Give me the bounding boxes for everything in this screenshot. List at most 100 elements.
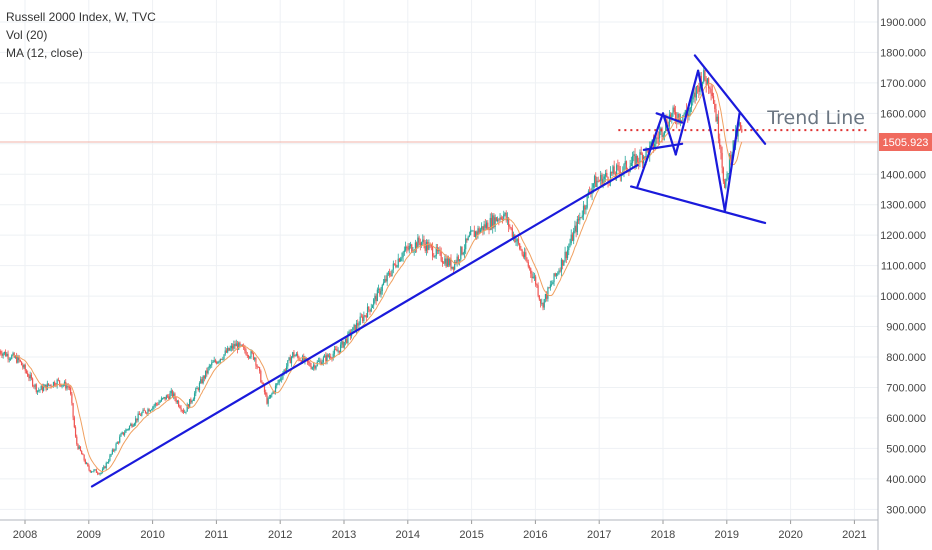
candle-body [81,450,83,455]
candles [0,67,743,476]
candle-body [160,398,163,402]
trendline[interactable] [693,54,767,145]
candle-body [321,362,323,365]
candle-body [234,344,236,347]
y-tick-label: 700.000 [886,382,926,394]
candle-body [266,394,268,404]
candle-body [398,258,401,262]
candle-body [706,78,709,86]
trend-line-label[interactable]: Trend Line [766,107,865,129]
candle-body [433,256,435,258]
trendline[interactable] [696,69,714,142]
candle-body [57,379,59,381]
candle-body [11,355,13,359]
candle-body [717,116,720,139]
candle-body [77,444,79,449]
trendline[interactable] [90,164,639,488]
candle-body [87,463,89,467]
candle-body [325,355,327,362]
trendline[interactable] [655,112,684,124]
candle-body [114,449,116,451]
candle-body [209,365,212,367]
candle-body [553,273,555,283]
candle-body [471,230,473,232]
candle-body [688,111,690,117]
trendline[interactable] [661,112,677,156]
candle-body [168,396,170,400]
candle-body [268,397,271,399]
annotations[interactable]: Trend Line [90,54,868,488]
candle-body [738,122,740,126]
candle-body [687,113,689,117]
candle-body [88,466,90,471]
trendline[interactable] [629,185,767,225]
candle-body [218,361,220,363]
candle-body [50,384,52,387]
x-axis[interactable]: 2008 2009 2010 2011 2012 2013 2014 2015 2016 2017… [0,519,878,541]
candle-body [294,355,296,357]
candle-body [549,284,551,288]
candle-body [494,217,496,227]
candle-body [6,353,8,357]
candle-body [397,258,399,267]
candle-body [381,284,383,292]
candle-body [191,400,193,403]
candle-body [525,252,527,260]
candle-body [158,402,160,405]
candle-body [289,357,291,364]
candle-body [705,79,707,86]
candle-body [149,410,151,412]
candle-body [390,275,392,277]
x-tick-label: 2012 [268,529,292,541]
candle-body [501,219,504,220]
legend-volume[interactable]: Vol (20) [6,28,48,42]
candle-body [519,243,521,249]
candle-body [295,353,297,356]
candle-body [419,242,421,246]
candle-body [333,349,336,354]
candle-body [256,365,258,367]
candle-body [293,352,295,357]
candle-body [602,178,604,187]
candle-body [577,219,580,221]
candle-body [319,360,321,362]
candle-body [8,358,10,360]
candle-body [720,146,722,153]
trendline[interactable] [723,112,741,212]
candle-body [322,357,324,363]
candle-body [357,323,359,326]
trendline[interactable] [674,69,700,156]
legend-moving-average[interactable]: MA (12, close) [6,46,83,60]
candle-body [236,343,239,350]
candle-body [36,390,39,392]
candle-body [56,379,58,386]
x-tick-label: 2011 [205,529,229,541]
y-axis[interactable]: 300.000 400.000 500.000 600.000 700.000 800.0… [877,0,932,550]
candle-body [312,365,315,368]
x-tick-label: 2018 [651,529,675,541]
candle-body [355,323,358,332]
candle-body [62,384,64,386]
candle-body [262,382,264,385]
candle-body [560,259,563,272]
candle-body [229,348,231,351]
candle-body [395,264,397,267]
candle-body [354,324,356,332]
candle-body [124,432,126,435]
trendline[interactable] [711,139,726,212]
candle-body [270,394,272,398]
candle-body [681,120,683,121]
candle-body [45,384,47,390]
candle-body [196,388,198,390]
candle-body [407,248,409,250]
candle-body [327,354,329,357]
legend-title[interactable]: Russell 2000 Index, W, TVC [6,10,156,24]
trendline[interactable] [642,142,684,151]
candle-body [265,392,267,395]
candle-body [213,360,215,363]
candle-body [440,250,442,261]
y-tick-label: 800.000 [886,352,926,364]
candle-body [282,373,284,379]
candle-body [425,242,428,251]
